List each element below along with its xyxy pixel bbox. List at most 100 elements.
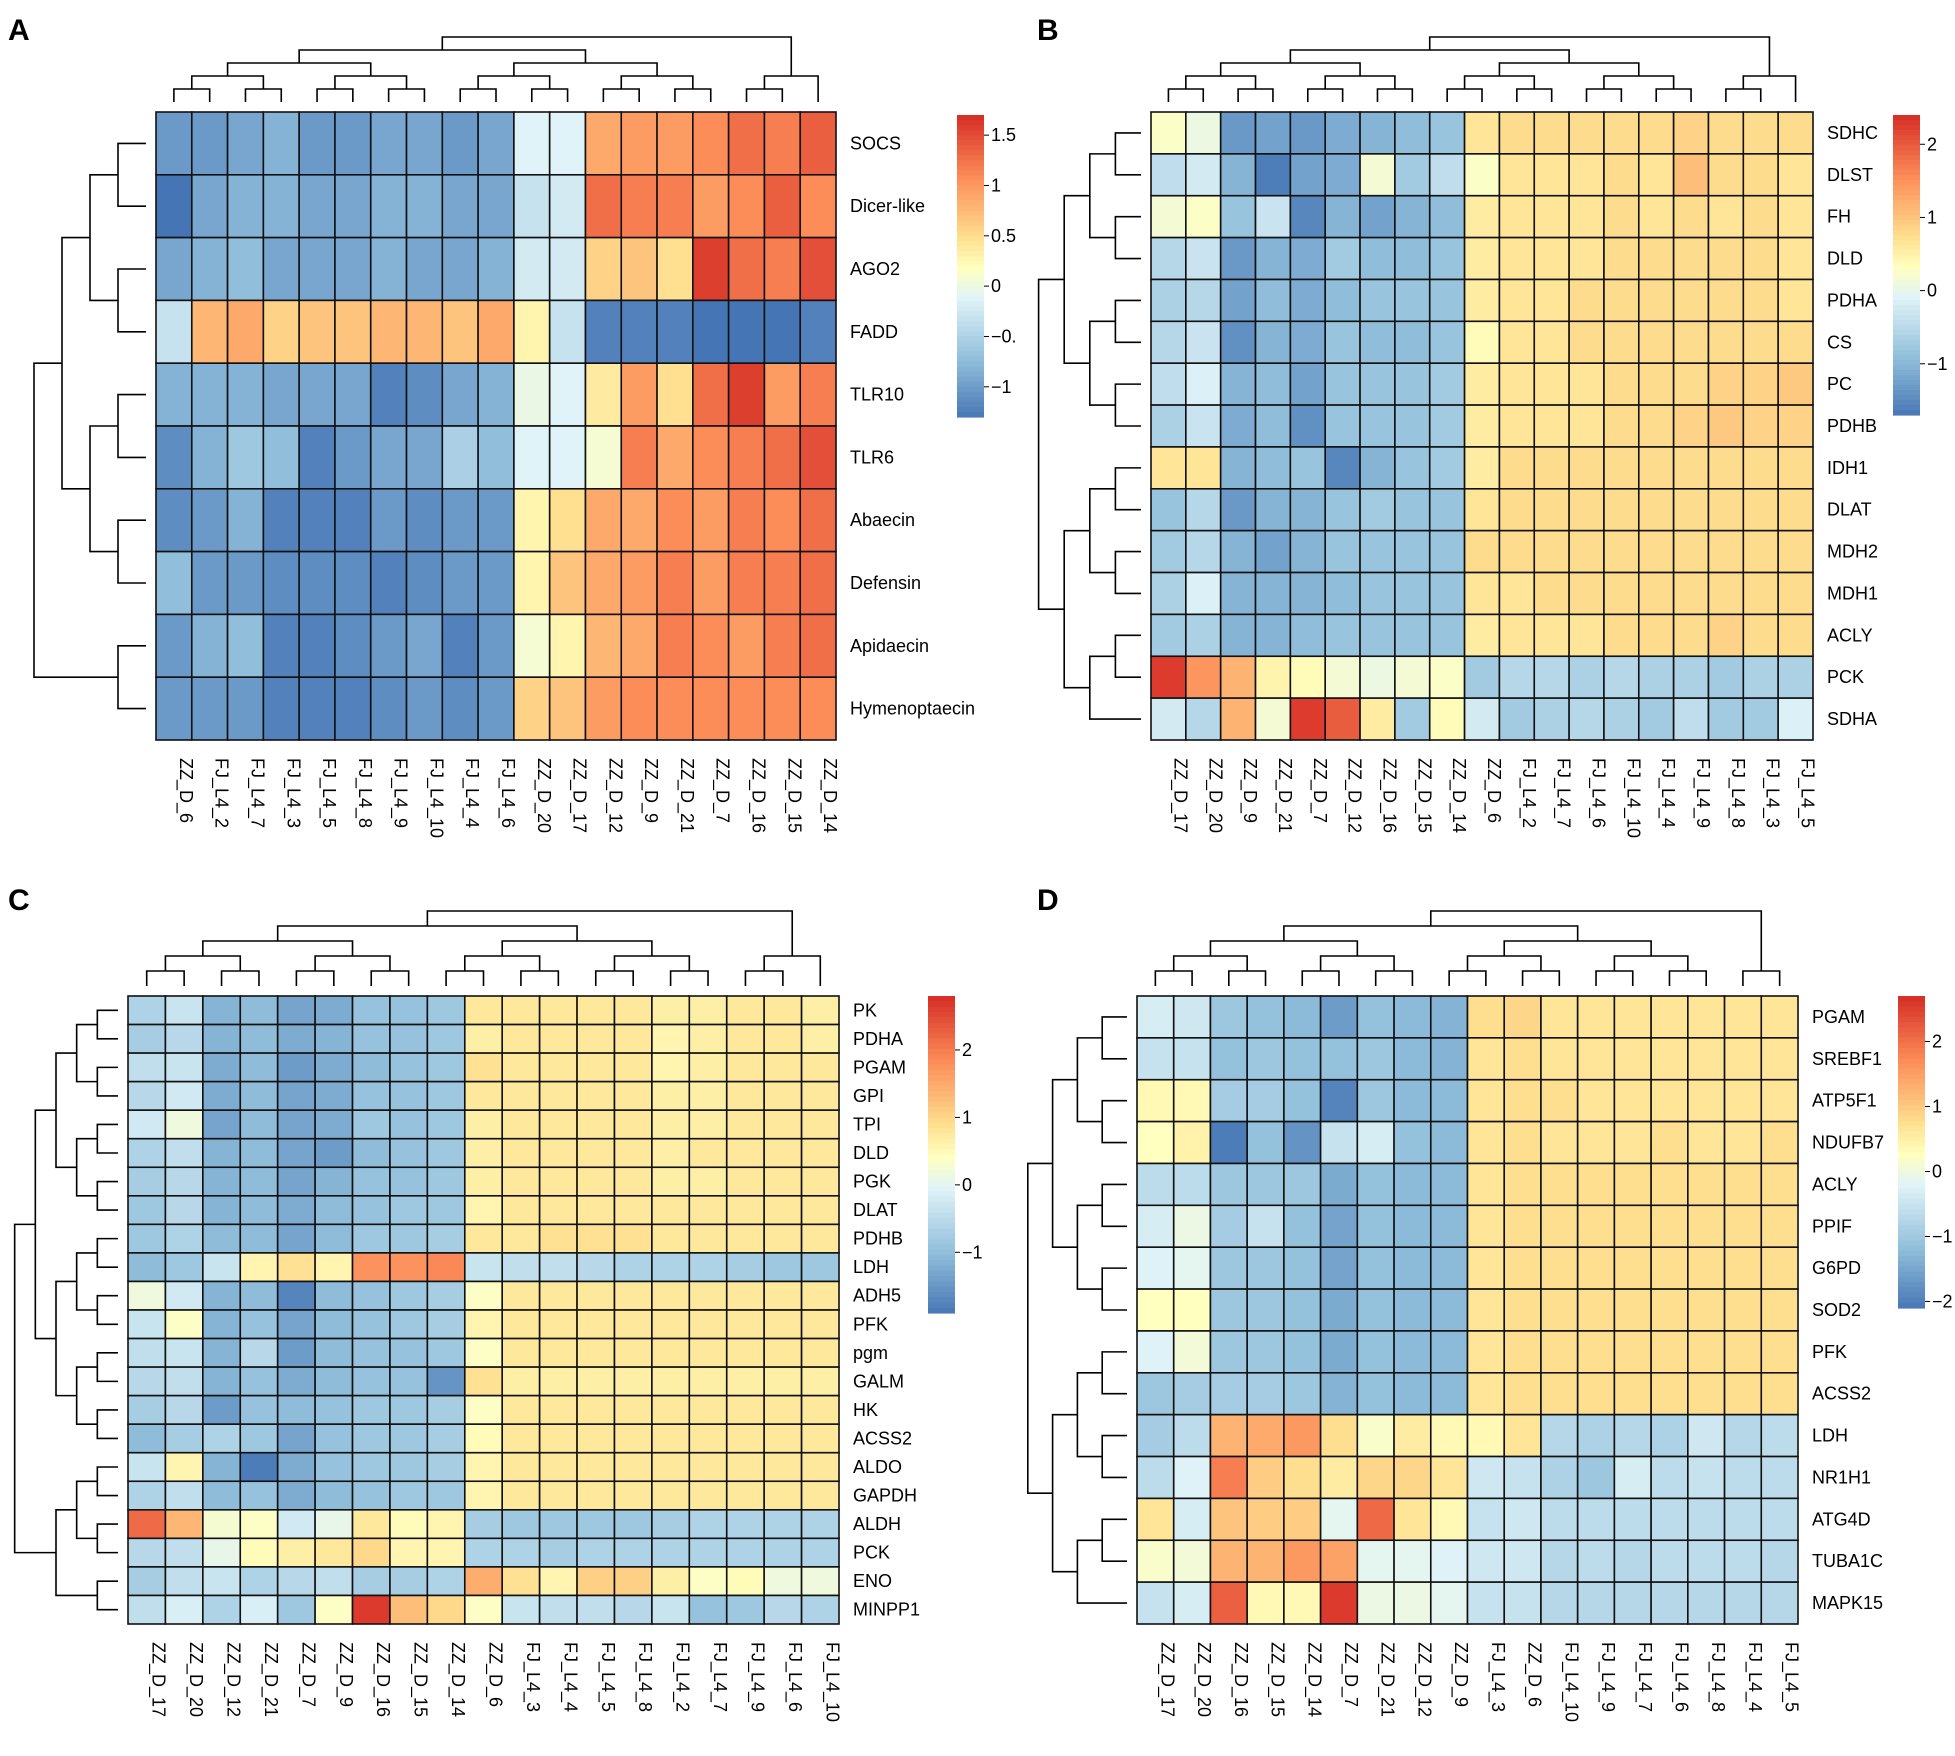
column-label: ZZ_D_20 <box>185 1642 206 1717</box>
heatmap-cell <box>463 1223 504 1254</box>
heatmap-cells <box>127 995 840 1625</box>
heatmap-cell <box>1760 1455 1799 1500</box>
heatmap-cell <box>1289 278 1327 323</box>
heatmap-cell <box>1324 236 1361 281</box>
heatmap-cell <box>334 550 372 616</box>
heatmap-cell <box>688 1309 728 1340</box>
heatmap-cell <box>276 1509 316 1540</box>
column-label: ZZ_D_12 <box>1413 1642 1434 1717</box>
heatmap-cell <box>1428 487 1466 532</box>
legend-gradient-segment <box>928 1001 955 1008</box>
heatmap-cell <box>1246 1246 1285 1290</box>
heatmap-cell <box>477 236 515 302</box>
heatmap-cell <box>799 676 837 741</box>
heatmap-cell <box>656 236 694 302</box>
heatmap-cell <box>441 362 479 427</box>
heatmap-cell <box>389 1366 429 1397</box>
heatmap-cell <box>1466 1162 1506 1207</box>
heatmap-cell <box>202 1509 242 1540</box>
row-label: PCK <box>1827 667 1864 687</box>
heatmap-cell <box>1498 153 1536 197</box>
heatmap-cell <box>1576 1455 1616 1500</box>
heatmap-cell <box>276 1480 316 1511</box>
heatmap-cell <box>688 1252 728 1283</box>
column-label: ZZ_D_14 <box>447 1642 468 1717</box>
heatmap-cell <box>1650 1497 1689 1542</box>
row-label: TLR10 <box>850 385 904 405</box>
row-label: PDHB <box>853 1229 903 1249</box>
legend-gradient-segment <box>928 1138 955 1145</box>
heatmap-cell <box>1254 111 1292 155</box>
heatmap-cell <box>1533 487 1570 532</box>
legend-gradient-segment <box>1898 1115 1925 1122</box>
heatmap-cell <box>1466 1539 1506 1583</box>
heatmap-cell <box>1283 1539 1322 1583</box>
legend-gradient-segment <box>1893 370 1920 376</box>
heatmap-cell <box>1503 1455 1542 1500</box>
heatmap-cell <box>226 362 265 427</box>
heatmap-cell <box>1219 194 1257 239</box>
column-label: FJ_L4_3 <box>1487 1642 1508 1712</box>
heatmap-cell <box>369 362 408 427</box>
column-label: FJ_L4_9 <box>746 1642 767 1712</box>
heatmap-cell <box>1246 1078 1285 1123</box>
heatmap-cell <box>351 1537 391 1568</box>
heatmap-cell <box>314 1137 354 1169</box>
heatmap-cell <box>613 1166 653 1197</box>
heatmap-cell <box>1540 1120 1579 1165</box>
row-label: MINPP1 <box>853 1600 920 1620</box>
heatmap-cell <box>1672 571 1710 616</box>
heatmap-cell <box>239 1080 279 1111</box>
row-label: HK <box>853 1400 878 1420</box>
heatmap-cell <box>127 1166 167 1197</box>
heatmap-cell <box>1503 1246 1542 1290</box>
heatmap-cell <box>799 550 837 616</box>
row-label: Apidaecin <box>850 636 929 656</box>
heatmap-cell <box>276 1166 316 1197</box>
column-labels: ZZ_D_6 FJ_L4_2 FJ_L4_7 FJ_L4_3 FJ_L4_5 FJ_L4_… <box>175 758 840 838</box>
column-label: FJ_L4_9 <box>1597 1642 1618 1712</box>
heatmap-cell <box>1777 487 1814 532</box>
legend-gradient-segment <box>957 130 984 136</box>
legend-gradient-segment <box>957 135 984 141</box>
heatmap-cell <box>202 1594 242 1625</box>
heatmap-cell <box>576 1309 616 1340</box>
heatmap-cell <box>656 362 694 427</box>
row-label: DLD <box>853 1143 889 1163</box>
heatmap-cell <box>1429 1246 1469 1290</box>
heatmap-cell <box>351 1366 391 1397</box>
heatmap-cell <box>1219 655 1257 699</box>
heatmap-cell <box>1393 1288 1432 1332</box>
heatmap-cell <box>389 1052 429 1083</box>
heatmap-cell <box>1613 1162 1652 1207</box>
heatmap-cell <box>1498 111 1536 155</box>
heatmap-cell <box>1687 1581 1726 1625</box>
heatmap-cell <box>692 174 730 239</box>
heatmap-cell <box>1540 1037 1579 1081</box>
heatmap-cell <box>239 1509 279 1540</box>
heatmap-cell <box>202 1309 242 1340</box>
heatmap-cell <box>389 1594 429 1625</box>
heatmap-cell <box>1603 655 1640 699</box>
heatmap-cell <box>226 676 265 741</box>
heatmap-cell <box>477 362 515 427</box>
heatmap-cell <box>1324 278 1361 323</box>
heatmap-cell <box>1777 446 1814 490</box>
heatmap-cell <box>1428 529 1466 574</box>
heatmap-cell <box>538 1594 578 1625</box>
heatmap-cell <box>651 1252 691 1283</box>
heatmap-cell <box>351 1394 391 1425</box>
heatmap-cell <box>1576 1581 1616 1625</box>
heatmap-cell <box>314 1223 354 1254</box>
heatmap-cell <box>127 1537 167 1568</box>
heatmap-cell <box>800 1337 840 1368</box>
heatmap-cell <box>501 1394 541 1425</box>
heatmap-cell <box>501 1137 541 1169</box>
heatmap-cell <box>164 1509 204 1540</box>
row-label: PGAM <box>853 1057 906 1077</box>
legend-gradient-segment <box>928 1059 955 1066</box>
heatmap-cell <box>1319 995 1359 1039</box>
column-label: FJ_L4_3 <box>1762 758 1783 828</box>
heatmap-cell <box>1760 1246 1799 1290</box>
legend-gradient-segment <box>1893 405 1920 411</box>
